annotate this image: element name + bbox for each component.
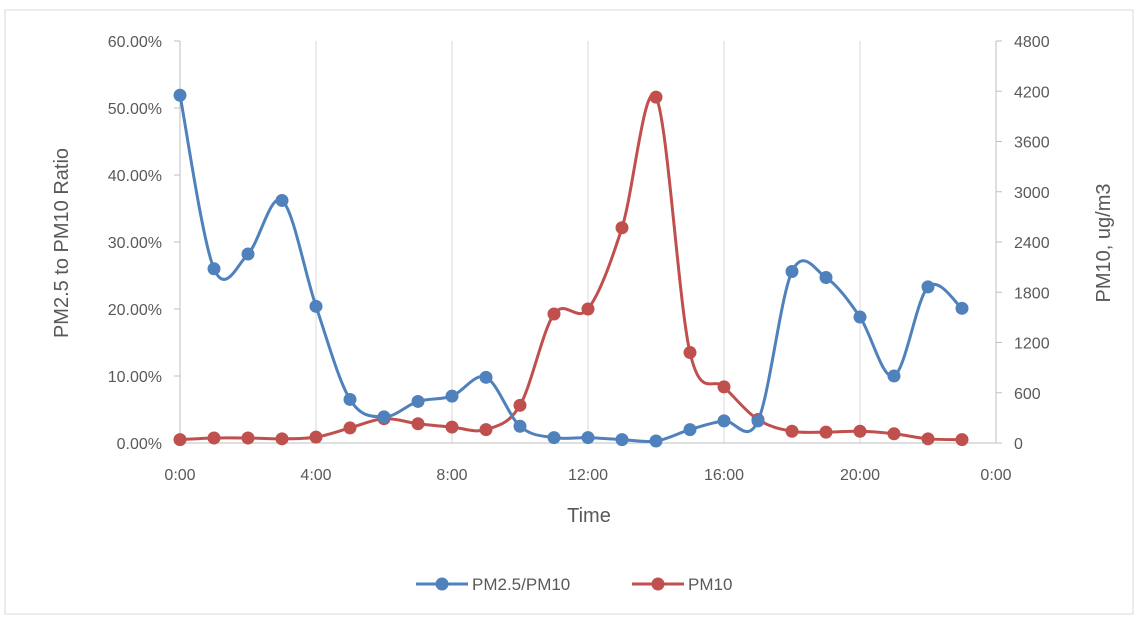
x-axis-title: Time <box>567 505 611 527</box>
data-point <box>649 434 663 448</box>
data-point <box>207 431 221 445</box>
data-point <box>819 271 833 285</box>
data-point <box>445 420 459 434</box>
x-tick-label: 12:00 <box>568 467 608 484</box>
data-point <box>241 431 255 445</box>
data-point <box>887 427 901 441</box>
left-tick-label: 10.00% <box>108 369 162 386</box>
x-tick-label: 20:00 <box>840 467 880 484</box>
right-tick-label: 0 <box>1014 436 1023 453</box>
data-point <box>479 423 493 437</box>
x-tick-label: 0:00 <box>980 467 1011 484</box>
data-point <box>615 433 629 447</box>
right-tick-label: 4800 <box>1014 34 1050 51</box>
legend-item-pm25-ratio: PM2.5/PM10 <box>416 575 570 594</box>
left-tick-label: 0.00% <box>117 436 162 453</box>
tick-labels: 0:00 4:00 8:00 12:00 16:00 20:00 0:000.00%10.0… <box>108 34 1050 484</box>
data-point <box>683 346 697 360</box>
right-axis-title: PM10, ug/m3 <box>1093 184 1115 303</box>
data-point <box>479 370 493 384</box>
left-tick-label: 20.00% <box>108 302 162 319</box>
data-point <box>887 369 901 383</box>
data-point <box>309 430 323 444</box>
left-tick-label: 30.00% <box>108 235 162 252</box>
data-point <box>309 299 323 313</box>
data-point <box>411 394 425 408</box>
data-point <box>717 380 731 394</box>
right-tick-label: 1800 <box>1014 285 1050 302</box>
data-point <box>649 90 663 104</box>
data-point <box>445 389 459 403</box>
data-point <box>921 280 935 294</box>
left-axis-title: PM2.5 to PM10 Ratio <box>51 148 73 338</box>
right-tick-label: 3600 <box>1014 135 1050 152</box>
left-tick-label: 50.00% <box>108 101 162 118</box>
data-point <box>955 301 969 315</box>
data-point <box>853 310 867 324</box>
x-tick-label: 0:00 <box>164 467 195 484</box>
left-tick-label: 60.00% <box>108 34 162 51</box>
legend-swatch-marker <box>651 577 665 591</box>
data-point <box>785 424 799 438</box>
series-line <box>178 94 963 444</box>
legend-label: PM10 <box>688 575 732 594</box>
x-tick-label: 16:00 <box>704 467 744 484</box>
legend-item-pm10: PM10 <box>632 575 732 594</box>
legend: PM2.5/PM10 PM10 <box>416 575 732 594</box>
x-tick-label: 8:00 <box>436 467 467 484</box>
data-point <box>343 392 357 406</box>
legend-label: PM2.5/PM10 <box>472 575 570 594</box>
data-point <box>173 88 187 102</box>
data-point <box>853 424 867 438</box>
data-point <box>547 307 561 321</box>
data-point <box>275 432 289 446</box>
data-point <box>717 414 731 428</box>
data-point <box>785 264 799 278</box>
left-tick-label: 40.00% <box>108 168 162 185</box>
right-tick-label: 4200 <box>1014 84 1050 101</box>
chart-border <box>4 9 1134 615</box>
x-tick-label: 4:00 <box>300 467 331 484</box>
data-point <box>207 262 221 276</box>
legend-swatch-marker <box>435 577 449 591</box>
data-point <box>581 302 595 316</box>
data-point <box>615 221 629 235</box>
data-point <box>547 431 561 445</box>
data-point <box>513 398 527 412</box>
axis-titles: Time PM2.5 to PM10 Ratio PM10, ug/m3 <box>51 148 1115 527</box>
series-pm10 <box>173 90 969 447</box>
right-tick-label: 600 <box>1014 386 1041 403</box>
data-point <box>751 414 765 428</box>
data-point <box>343 421 357 435</box>
right-tick-label: 2400 <box>1014 235 1050 252</box>
series-pm25-ratio <box>173 88 969 448</box>
data-point <box>275 193 289 207</box>
data-point <box>241 247 255 261</box>
data-point <box>683 423 697 437</box>
data-point <box>819 425 833 439</box>
data-point <box>921 432 935 446</box>
data-point <box>513 419 527 433</box>
series-layer <box>173 88 969 448</box>
right-tick-label: 3000 <box>1014 185 1050 202</box>
data-point <box>377 410 391 424</box>
right-tick-label: 1200 <box>1014 336 1050 353</box>
data-point <box>411 417 425 431</box>
data-point <box>173 433 187 447</box>
data-point <box>581 431 595 445</box>
data-point <box>955 433 969 447</box>
